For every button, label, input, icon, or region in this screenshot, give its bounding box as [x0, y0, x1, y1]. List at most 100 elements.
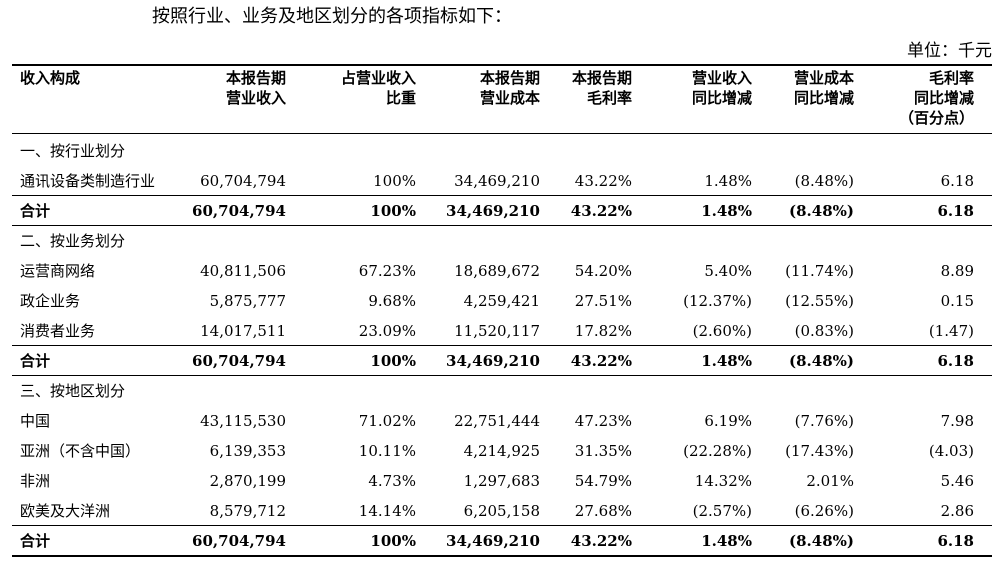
- table-row: 通讯设备类制造行业 60,704,794 100% 34,469,210 43.22% 1…: [0, 166, 1000, 196]
- table-cell: 非洲: [20, 472, 51, 490]
- table-bottom-rule: [12, 555, 992, 557]
- table-row: 中国 43,115,530 71.02% 22,751,444 47.23% 6.19% (…: [0, 406, 1000, 436]
- table-row: 非洲 2,870,199 4.73% 1,297,683 54.79% 14.32% 2.0…: [0, 466, 1000, 496]
- table-cell: 71.02%: [358, 412, 416, 430]
- table-cell: 通讯设备类制造行业: [20, 172, 156, 190]
- table-cell: 27.68%: [574, 502, 632, 520]
- table-cell: (8.48%): [789, 202, 854, 220]
- header-revenue: 本报告期 营业收入: [226, 68, 286, 108]
- table-cell: 二、按业务划分: [20, 232, 126, 250]
- table-cell: (2.60%): [692, 322, 752, 340]
- header-line: 毛利率: [586, 89, 632, 107]
- table-cell: 一、按行业划分: [20, 142, 126, 160]
- table-cell: 5.46: [940, 472, 974, 490]
- table-cell: 60,704,794: [192, 532, 286, 550]
- header-line: 同比增减: [793, 89, 854, 107]
- header-cost: 本报告期 营业成本: [480, 68, 540, 108]
- header-revenue-yoy: 营业收入 同比增减: [692, 68, 752, 108]
- table-cell: (0.83%): [794, 322, 854, 340]
- table-cell: 14.32%: [694, 472, 752, 490]
- table-cell: 合计: [20, 532, 51, 550]
- table-cell: (12.37%): [683, 292, 752, 310]
- table-cell: 6.18: [937, 352, 974, 370]
- section-title-row: 一、按行业划分: [0, 136, 1000, 166]
- table-cell: 6,205,158: [463, 502, 540, 520]
- table-cell: 47.23%: [574, 412, 632, 430]
- table-cell: 1.48%: [701, 202, 752, 220]
- table-cell: 5,875,777: [209, 292, 286, 310]
- table-cell: 14,017,511: [200, 322, 286, 340]
- table-cell: 100%: [370, 532, 416, 550]
- table-cell: 6.19%: [704, 412, 752, 430]
- table-cell: 1.48%: [701, 352, 752, 370]
- table-cell: 运营商网络: [20, 262, 96, 280]
- table-cell: 三、按地区划分: [20, 382, 126, 400]
- header-margin-yoy: 毛利率 同比增减 （百分点）: [899, 68, 974, 128]
- row-rule: [12, 195, 992, 196]
- table-cell: 6,139,353: [209, 442, 286, 460]
- table-cell: 34,469,210: [454, 172, 540, 190]
- header-line: 营业收入: [225, 89, 286, 107]
- header-line: 同比增减: [913, 89, 974, 107]
- table-cell: 34,469,210: [446, 532, 540, 550]
- header-line: （百分点）: [898, 109, 974, 127]
- header-line: 营业成本: [479, 89, 540, 107]
- table-cell: 4,214,925: [463, 442, 540, 460]
- header-line: 营业成本: [793, 69, 854, 87]
- intro-text: 按照行业、业务及地区划分的各项指标如下：: [152, 6, 512, 27]
- table-cell: 1,297,683: [463, 472, 540, 490]
- table-cell: 5.40%: [704, 262, 752, 280]
- table-cell: 43.22%: [574, 172, 632, 190]
- header-line: 营业收入: [691, 69, 752, 87]
- header-cost-yoy: 营业成本 同比增减: [794, 68, 854, 108]
- table-cell: 9.68%: [368, 292, 416, 310]
- table-cell: 7.98: [940, 412, 974, 430]
- table-cell: 34,469,210: [446, 352, 540, 370]
- table-row: 欧美及大洋洲 8,579,712 14.14% 6,205,158 27.68% (2.5…: [0, 496, 1000, 526]
- header-bottom-rule: [12, 133, 992, 134]
- table-cell: 43,115,530: [200, 412, 286, 430]
- table-cell: 23.09%: [358, 322, 416, 340]
- table-cell: (8.48%): [789, 532, 854, 550]
- table-cell: 合计: [20, 352, 51, 370]
- table-row: 运营商网络 40,811,506 67.23% 18,689,672 54.20% 5.4…: [0, 256, 1000, 286]
- table-cell: 合计: [20, 202, 51, 220]
- header-revenue-share: 占营业收入 比重: [341, 68, 416, 108]
- table-cell: 67.23%: [358, 262, 416, 280]
- table-cell: 亚洲（不含中国）: [20, 442, 141, 460]
- header-line: 占营业收入: [340, 69, 416, 87]
- table-cell: 6.18: [940, 172, 974, 190]
- unit-label: 单位：千元: [907, 41, 992, 61]
- table-cell: (8.48%): [794, 172, 854, 190]
- table-cell: 欧美及大洋洲: [20, 502, 111, 520]
- total-row: 合计 60,704,794 100% 34,469,210 43.22% 1.48% (8.…: [0, 196, 1000, 226]
- table-cell: 消费者业务: [20, 322, 96, 340]
- header-line: 毛利率: [928, 69, 974, 87]
- table-cell: 100%: [370, 352, 416, 370]
- table-cell: 2.01%: [806, 472, 854, 490]
- table-cell: 10.11%: [358, 442, 416, 460]
- section-title-row: 二、按业务划分: [0, 226, 1000, 256]
- table-cell: 54.20%: [574, 262, 632, 280]
- table-cell: 43.22%: [570, 532, 632, 550]
- table-cell: 中国: [20, 412, 51, 430]
- row-rule: [12, 375, 992, 376]
- row-rule: [12, 525, 992, 526]
- row-rule: [12, 225, 992, 226]
- table-cell: 4.73%: [368, 472, 416, 490]
- table-cell: 1.48%: [704, 172, 752, 190]
- table-row: 消费者业务 14,017,511 23.09% 11,520,117 17.82% (2.…: [0, 316, 1000, 346]
- table-cell: 34,469,210: [446, 202, 540, 220]
- table-cell: 100%: [373, 172, 416, 190]
- table-cell: 政企业务: [20, 292, 81, 310]
- table-cell: 60,704,794: [200, 172, 286, 190]
- total-row: 合计 60,704,794 100% 34,469,210 43.22% 1.48% (8.…: [0, 526, 1000, 556]
- table-cell: (11.74%): [785, 262, 854, 280]
- table-cell: 4,259,421: [463, 292, 540, 310]
- table-cell: 11,520,117: [454, 322, 540, 340]
- table-cell: (1.47): [928, 322, 974, 340]
- table-row: 亚洲（不含中国） 6,139,353 10.11% 4,214,925 31.35% (2…: [0, 436, 1000, 466]
- table-cell: 8.89: [940, 262, 974, 280]
- table-cell: 2.86: [940, 502, 974, 520]
- table-cell: 31.35%: [574, 442, 632, 460]
